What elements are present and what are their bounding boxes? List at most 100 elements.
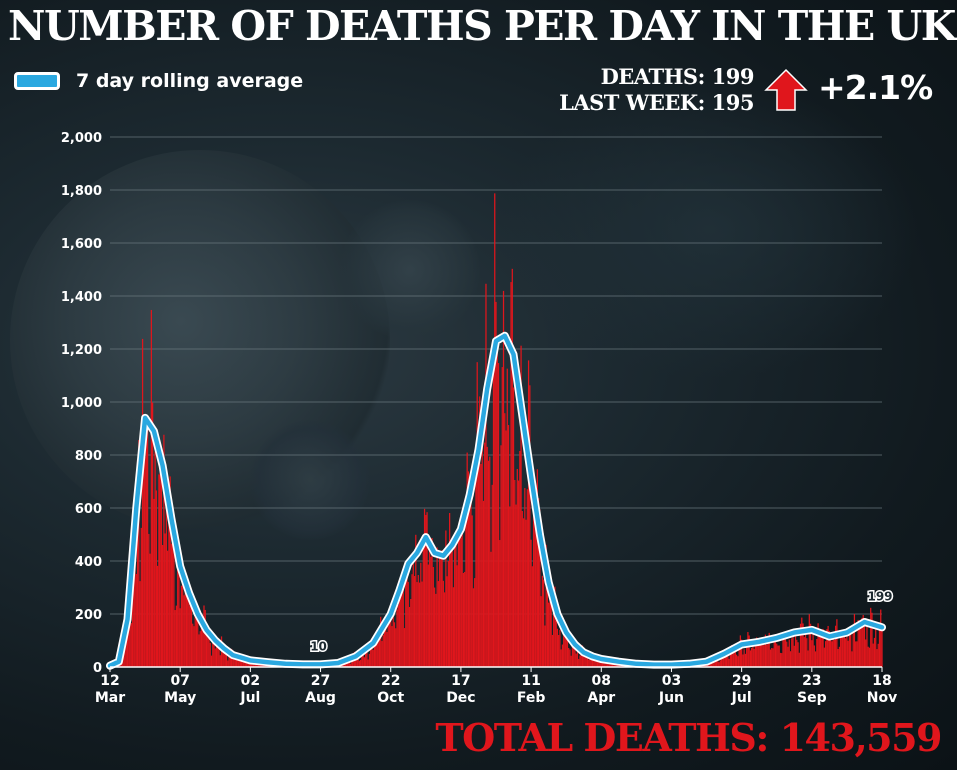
daily-bar	[863, 620, 866, 667]
x-tick-day: 17	[451, 673, 470, 689]
daily-bar	[388, 620, 391, 667]
daily-bar	[852, 630, 854, 667]
daily-bar	[422, 546, 424, 667]
x-tick-day: 02	[241, 673, 260, 689]
daily-bar	[233, 656, 235, 667]
daily-bar	[362, 650, 364, 667]
deaths-value: 199	[711, 64, 755, 89]
y-tick-label: 400	[75, 555, 102, 570]
daily-bar	[848, 630, 851, 667]
daily-bar	[209, 642, 211, 667]
daily-bar	[387, 625, 389, 667]
daily-bar	[225, 652, 228, 667]
daily-bar	[808, 614, 810, 667]
daily-bar	[398, 584, 401, 667]
x-tick-month: Apr	[587, 690, 615, 706]
daily-bar	[769, 649, 772, 667]
daily-bar	[189, 605, 191, 667]
daily-bar	[146, 416, 149, 667]
daily-bar	[131, 584, 134, 667]
daily-bar	[385, 623, 387, 667]
daily-bar	[732, 653, 734, 667]
daily-bar	[829, 634, 832, 667]
daily-bar	[380, 616, 382, 667]
daily-bar	[505, 430, 507, 667]
daily-bar	[177, 539, 179, 667]
daily-bar	[537, 498, 540, 667]
daily-bar	[814, 651, 817, 667]
daily-bar	[459, 526, 461, 667]
daily-bar	[148, 533, 150, 667]
daily-bar	[466, 452, 468, 667]
y-tick-label: 600	[75, 502, 102, 517]
daily-bar	[835, 625, 837, 667]
daily-bar	[242, 657, 244, 667]
daily-bar	[445, 530, 447, 667]
daily-bar	[481, 434, 483, 667]
daily-bar	[412, 563, 414, 667]
daily-bar	[554, 586, 556, 667]
daily-bar	[239, 659, 241, 667]
daily-bar	[501, 367, 503, 667]
daily-bar	[604, 663, 606, 667]
daily-bar	[134, 534, 136, 667]
daily-bar	[549, 569, 551, 667]
last-week-label: LAST WEEK:	[559, 90, 705, 115]
legend: 7 day rolling average	[14, 70, 303, 92]
daily-bar	[133, 521, 135, 667]
daily-bar	[772, 648, 774, 667]
chart-title: NUMBER OF DEATHS PER DAY IN THE UK	[8, 2, 956, 50]
x-tick-day: 27	[311, 673, 330, 689]
daily-bar	[586, 656, 589, 667]
y-tick-label: 1,600	[61, 237, 102, 252]
daily-bar	[144, 456, 146, 667]
daily-bar	[397, 605, 399, 667]
x-tick-month: Feb	[517, 690, 546, 706]
daily-bar	[875, 626, 877, 667]
daily-bar	[841, 632, 843, 667]
daily-bar	[787, 646, 789, 667]
daily-bar	[470, 492, 472, 667]
daily-bar	[556, 628, 559, 667]
daily-bar	[249, 662, 251, 667]
daily-bar	[739, 635, 742, 667]
daily-bar	[403, 628, 406, 667]
daily-bar	[723, 654, 725, 667]
daily-bar	[861, 617, 863, 667]
daily-bar	[747, 632, 749, 667]
daily-bar	[568, 647, 570, 667]
x-tick-day: 03	[662, 673, 681, 689]
daily-bar	[522, 518, 525, 667]
daily-bar	[570, 655, 572, 667]
daily-bar	[437, 581, 439, 667]
daily-bar	[828, 630, 830, 667]
daily-bar	[366, 649, 368, 667]
daily-bar	[507, 424, 510, 667]
daily-bar	[198, 634, 200, 667]
daily-bar	[504, 413, 506, 667]
daily-bar	[138, 439, 140, 667]
daily-bar	[781, 653, 783, 667]
daily-bar	[796, 639, 798, 667]
x-tick-month: Jul	[731, 690, 752, 706]
daily-bar	[794, 633, 797, 667]
daily-bar	[495, 301, 497, 667]
daily-bar	[377, 642, 379, 667]
y-tick-label: 200	[75, 608, 102, 623]
daily-bar	[228, 651, 230, 667]
daily-bar	[486, 446, 488, 667]
daily-bar	[457, 529, 460, 667]
daily-bar	[188, 600, 190, 667]
daily-bar	[778, 645, 780, 667]
daily-bar	[754, 644, 757, 667]
daily-bar	[584, 654, 586, 667]
daily-bar	[128, 621, 130, 667]
daily-bar	[178, 574, 180, 667]
daily-bar	[224, 650, 226, 667]
daily-bar	[391, 626, 393, 667]
daily-bar	[194, 608, 196, 667]
daily-bar	[561, 644, 564, 667]
daily-bar	[401, 587, 403, 667]
y-tick-label: 2,000	[61, 131, 102, 146]
daily-bar	[511, 268, 513, 667]
